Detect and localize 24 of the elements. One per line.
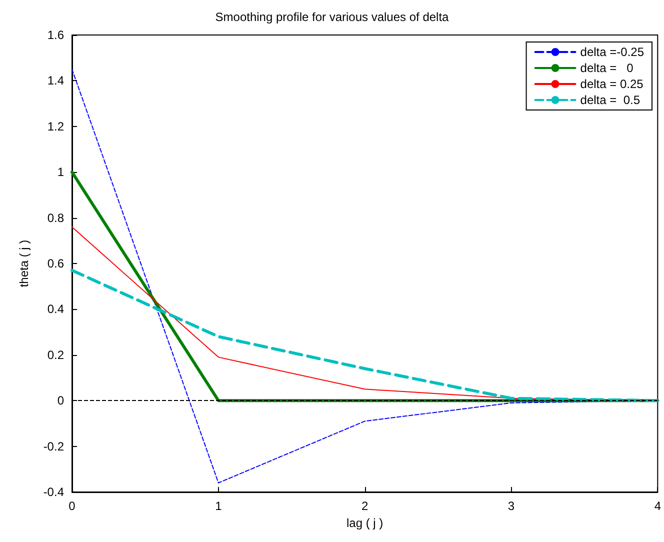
y-tick-label: 1.2: [47, 119, 64, 134]
y-tick-label: 0.4: [47, 302, 64, 316]
y-axis-title: theta ( j ): [17, 240, 31, 288]
legend-label: delta = 0: [580, 61, 634, 75]
y-tick-label: 0: [57, 394, 64, 408]
chart-title: Smoothing profile for various values of delta: [215, 10, 450, 24]
y-tick-label: 1.6: [47, 28, 64, 42]
x-tick-label: 3: [508, 499, 515, 513]
line-series: [70, 268, 660, 402]
x-axis-title: lag ( j ): [346, 516, 384, 530]
y-tick-label: 0.6: [47, 256, 64, 270]
x-tick-label: 4: [654, 499, 662, 513]
y-tick-label: 1.4: [47, 74, 64, 88]
legend-label: delta = 0.5: [580, 93, 640, 107]
x-tick-label: 1: [215, 499, 222, 513]
y-tick-label: 0.8: [47, 210, 64, 225]
y-tick-label: 0.2: [47, 348, 64, 362]
legend-label: delta =-0.25: [580, 45, 644, 59]
y-tick-label: -0.4: [43, 485, 64, 499]
legend-label: delta = 0.25: [580, 77, 644, 91]
y-tick-label: 1: [57, 165, 64, 180]
x-tick-label: 2: [361, 499, 368, 513]
x-tick-label: 0: [68, 499, 76, 513]
y-tick-label: -0.2: [43, 439, 64, 454]
